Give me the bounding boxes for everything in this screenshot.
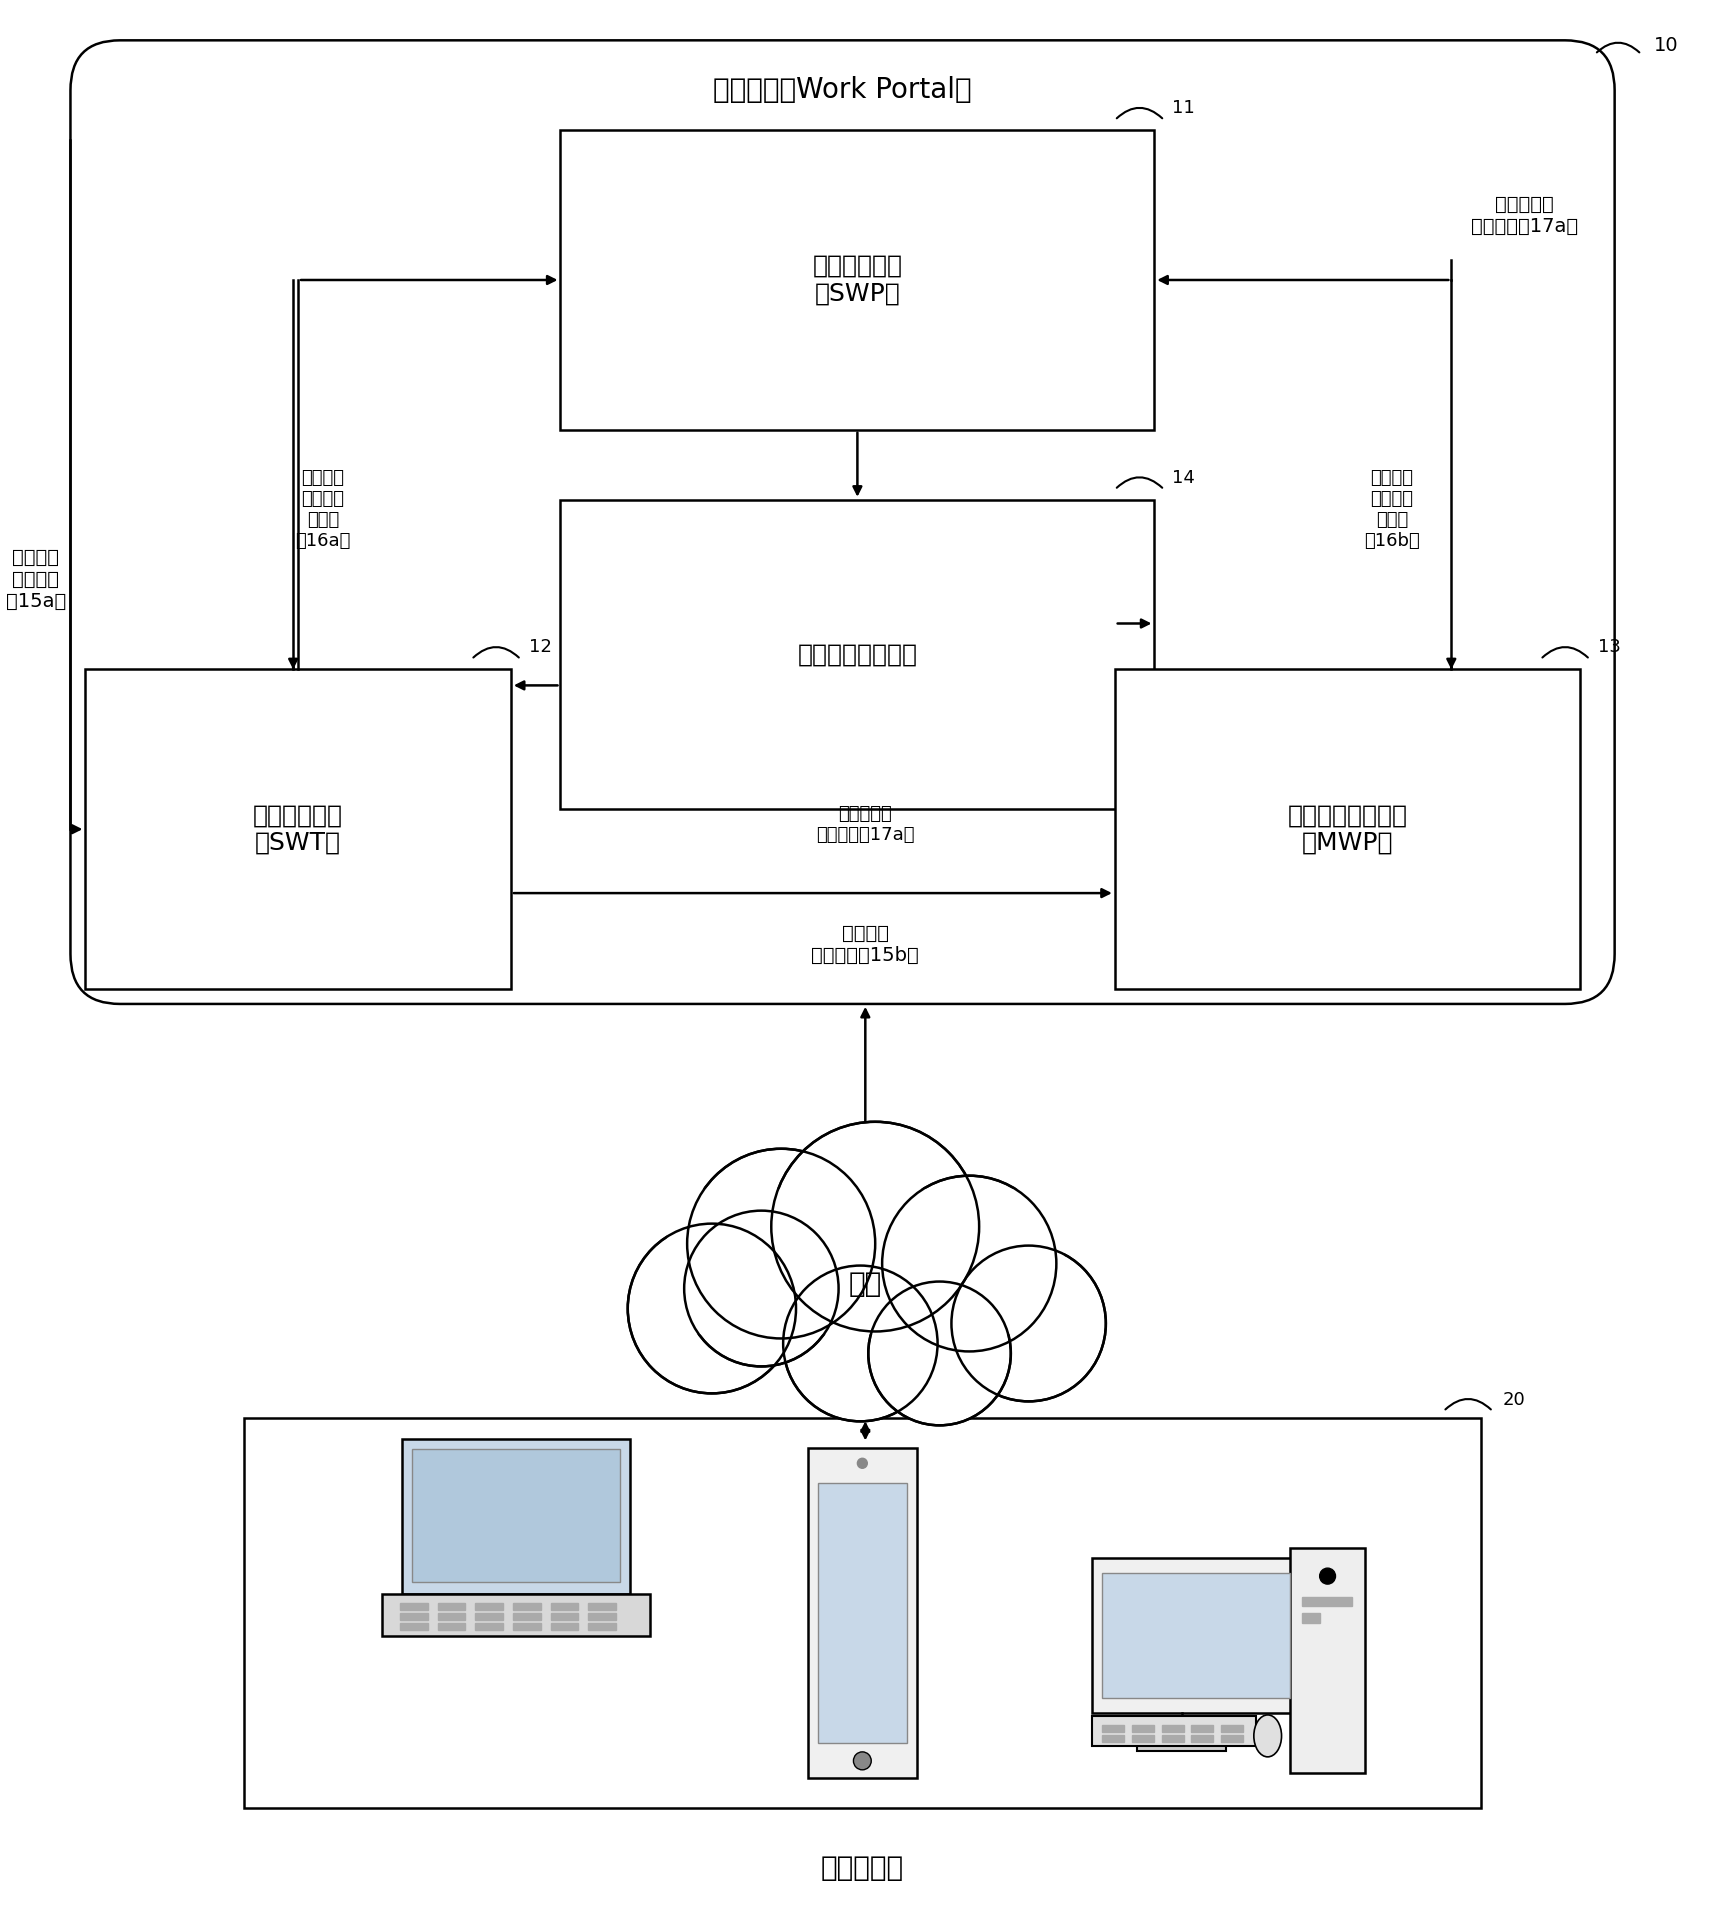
Circle shape bbox=[685, 1211, 839, 1366]
FancyBboxPatch shape bbox=[70, 41, 1615, 1003]
Circle shape bbox=[868, 1281, 1011, 1426]
Bar bbox=[1191, 1734, 1213, 1742]
Bar bbox=[1102, 1725, 1124, 1732]
Ellipse shape bbox=[1254, 1715, 1282, 1757]
Bar bbox=[86, 669, 511, 990]
Bar bbox=[551, 1622, 578, 1630]
Circle shape bbox=[882, 1175, 1057, 1352]
Bar bbox=[561, 129, 1155, 430]
Bar bbox=[402, 1439, 630, 1593]
Bar bbox=[1115, 669, 1580, 990]
Bar bbox=[412, 1449, 619, 1582]
Polygon shape bbox=[668, 1188, 1064, 1333]
Circle shape bbox=[628, 1223, 796, 1393]
Text: 虚拟办公室
活动数据（17a）: 虚拟办公室 活动数据（17a） bbox=[817, 804, 915, 843]
Bar bbox=[400, 1622, 427, 1630]
Bar bbox=[1162, 1725, 1184, 1732]
Bar bbox=[475, 1622, 503, 1630]
Bar bbox=[475, 1613, 503, 1620]
Bar bbox=[808, 1449, 916, 1779]
Bar bbox=[1302, 1613, 1320, 1622]
Text: 13: 13 bbox=[1598, 638, 1620, 656]
Bar bbox=[1093, 1559, 1301, 1713]
Bar bbox=[551, 1603, 578, 1609]
Text: 网络: 网络 bbox=[849, 1269, 882, 1298]
Text: 智能职场平台
（SWP）: 智能职场平台 （SWP） bbox=[812, 255, 903, 307]
Bar bbox=[1222, 1734, 1242, 1742]
Text: 使用者终端: 使用者终端 bbox=[820, 1854, 904, 1881]
Bar bbox=[819, 1483, 906, 1744]
Circle shape bbox=[770, 1123, 980, 1331]
Bar bbox=[1290, 1549, 1364, 1773]
Text: 业务工具
利用数据（15b）: 业务工具 利用数据（15b） bbox=[812, 924, 920, 964]
Text: 20: 20 bbox=[1503, 1391, 1526, 1410]
Circle shape bbox=[951, 1246, 1105, 1400]
Text: 实体办公
室资源应
用数据
（16a）: 实体办公 室资源应 用数据 （16a） bbox=[295, 469, 350, 550]
Bar bbox=[1133, 1725, 1153, 1732]
Bar bbox=[475, 1603, 503, 1609]
Bar bbox=[551, 1613, 578, 1620]
Text: 11: 11 bbox=[1172, 98, 1194, 118]
Polygon shape bbox=[638, 1150, 1093, 1379]
Circle shape bbox=[853, 1752, 872, 1769]
Bar bbox=[1133, 1734, 1153, 1742]
Bar bbox=[1302, 1597, 1352, 1607]
Circle shape bbox=[858, 1458, 867, 1468]
Bar bbox=[1138, 1740, 1227, 1752]
Bar bbox=[383, 1593, 650, 1636]
Bar bbox=[1102, 1734, 1124, 1742]
Circle shape bbox=[782, 1265, 937, 1422]
Text: 虚拟数字职场平台
（MWP）: 虚拟数字职场平台 （MWP） bbox=[1287, 802, 1407, 855]
Text: 业务活动数据档案: 业务活动数据档案 bbox=[798, 642, 918, 666]
Bar bbox=[1162, 1734, 1184, 1742]
Bar bbox=[1191, 1725, 1213, 1732]
Text: 12: 12 bbox=[529, 638, 551, 656]
Bar bbox=[1222, 1725, 1242, 1732]
Bar bbox=[400, 1613, 427, 1620]
Bar bbox=[1093, 1717, 1256, 1746]
Text: 14: 14 bbox=[1172, 469, 1194, 486]
Text: 智能业务工具
（SWT）: 智能业务工具 （SWT） bbox=[254, 802, 343, 855]
Bar bbox=[400, 1603, 427, 1609]
Bar bbox=[244, 1418, 1481, 1807]
Circle shape bbox=[686, 1150, 875, 1339]
Bar bbox=[513, 1613, 541, 1620]
Bar bbox=[513, 1622, 541, 1630]
Text: 虚拟办公室
活动数据（17a）: 虚拟办公室 活动数据（17a） bbox=[1471, 195, 1579, 235]
Text: 业务门户（Work Portal）: 业务门户（Work Portal） bbox=[714, 77, 971, 104]
Text: 10: 10 bbox=[1654, 37, 1678, 54]
Bar bbox=[589, 1603, 616, 1609]
Bar bbox=[589, 1613, 616, 1620]
Bar bbox=[589, 1622, 616, 1630]
Text: 业务工具
利用数据
（15a）: 业务工具 利用数据 （15a） bbox=[5, 548, 65, 611]
Text: 实体办公
室资源应
用数据
（16b）: 实体办公 室资源应 用数据 （16b） bbox=[1364, 469, 1419, 550]
Bar bbox=[438, 1613, 465, 1620]
Circle shape bbox=[1320, 1568, 1335, 1584]
Bar bbox=[1102, 1574, 1290, 1698]
Bar bbox=[438, 1603, 465, 1609]
Bar bbox=[513, 1603, 541, 1609]
Bar bbox=[438, 1622, 465, 1630]
Bar bbox=[561, 500, 1155, 810]
